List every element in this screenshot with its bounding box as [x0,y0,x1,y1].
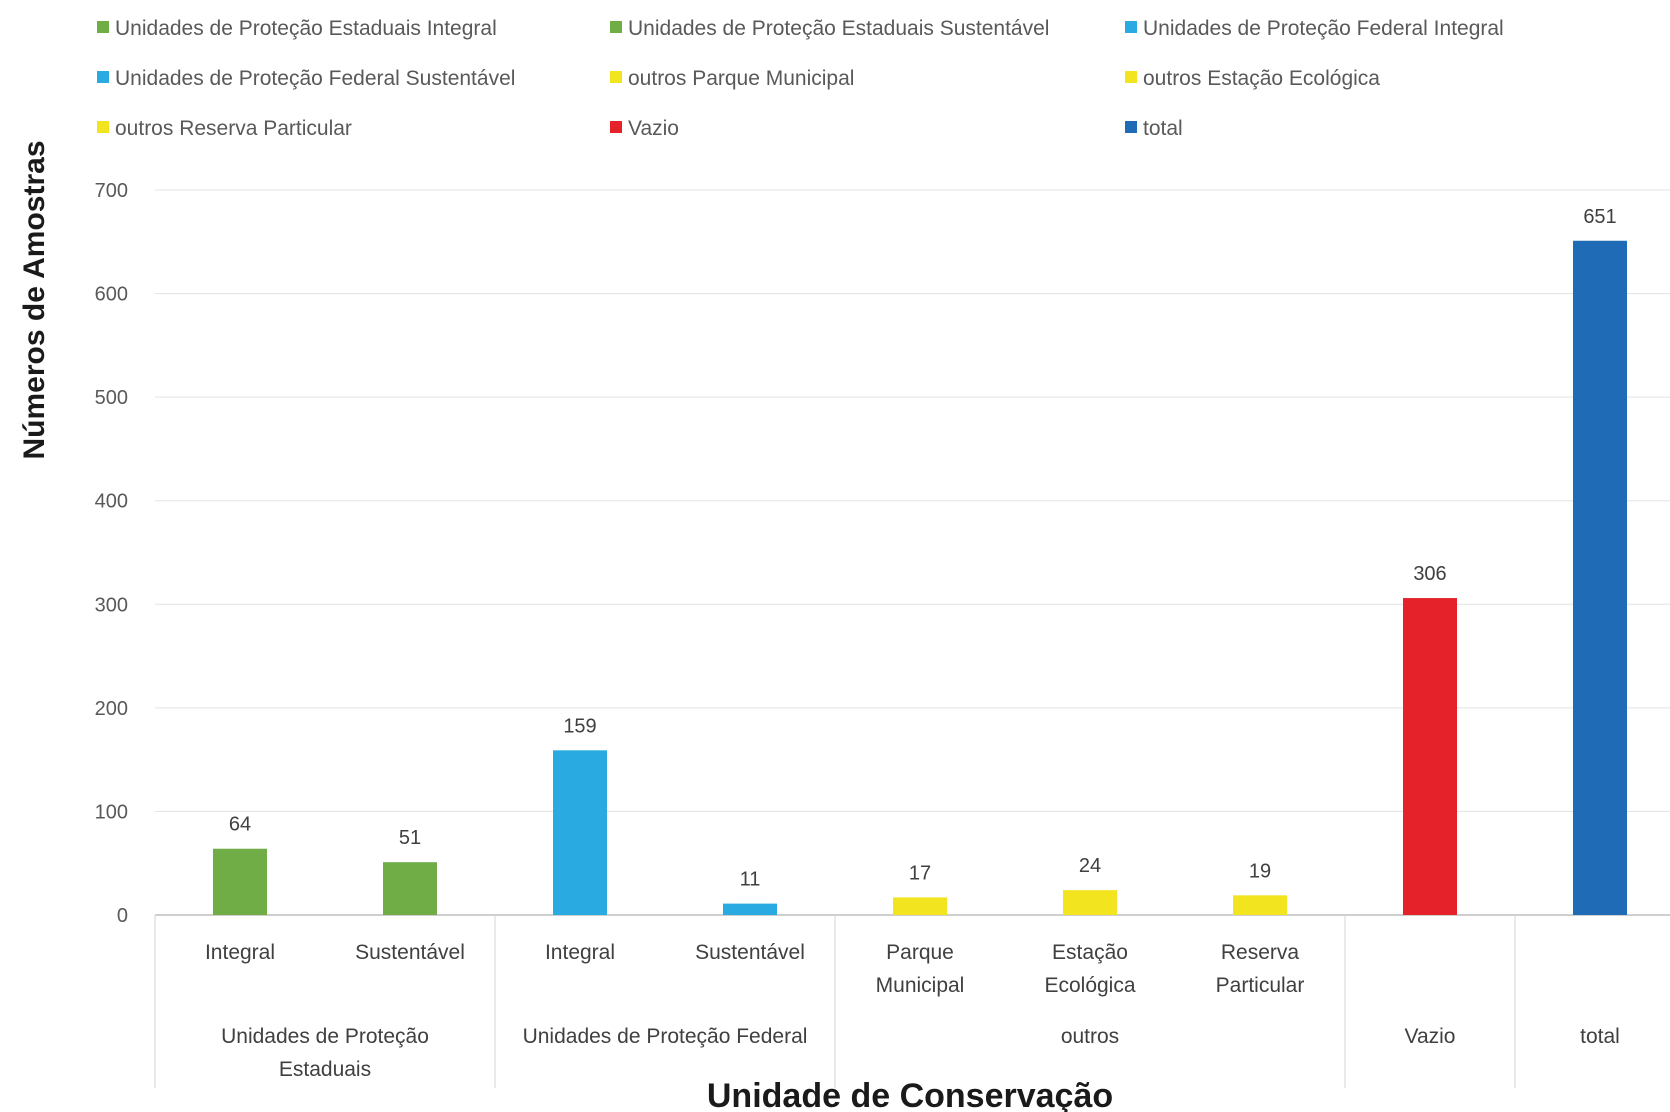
legend-label: outros Estação Ecológica [1143,67,1380,90]
x-category-label: Integral [545,941,615,964]
x-category-label: Particular [1216,974,1305,997]
y-tick-label: 0 [117,905,128,927]
bar [213,848,267,915]
x-group-label: Unidades de Proteção Federal [523,1025,808,1048]
y-tick-label: 600 [95,284,128,306]
data-label: 64 [229,814,251,836]
x-group-label: outros [1061,1025,1119,1048]
data-label: 19 [1249,860,1271,882]
y-tick-label: 100 [95,801,128,823]
bar [723,903,777,915]
x-group-label: total [1580,1025,1620,1048]
x-category-label: Reserva [1221,941,1300,964]
x-axis: Integral Sustentável Integral Sustentável Pa… [154,915,1620,1088]
legend-label: Vazio [628,117,679,140]
legend-swatch [1125,71,1137,83]
data-label: 17 [909,862,931,884]
bar [893,897,947,915]
legend-swatch [610,121,622,133]
legend-label: Unidades de Proteção Federal Sustentável [115,67,515,90]
y-tick-label: 500 [95,387,128,409]
legend-swatch [97,121,109,133]
data-labels: 64 51 159 11 17 24 19 306 651 [229,206,1617,891]
x-category-label: Sustentável [695,941,805,964]
bar [1403,598,1457,915]
chart-bars [213,240,1627,915]
data-label: 159 [563,715,596,737]
x-category-label: Ecológica [1044,974,1135,997]
y-tick-label: 300 [95,594,128,616]
data-label: 51 [399,827,421,849]
bar [553,750,607,915]
data-label: 306 [1413,563,1446,585]
data-label: 11 [740,869,761,891]
y-axis-ticks: 0 100 200 300 400 500 600 700 [95,180,128,927]
legend-label: total [1143,117,1183,140]
bar [1233,895,1287,915]
y-tick-label: 200 [95,698,128,720]
y-axis-title: Números de Amostras [18,141,51,460]
legend-label: Unidades de Proteção Federal Integral [1143,17,1504,40]
legend-swatch [610,71,622,83]
x-category-label: Parque [886,941,954,964]
y-tick-label: 400 [95,491,128,513]
y-tick-label: 700 [95,180,128,202]
legend-swatch [610,21,622,33]
bar [1573,240,1627,915]
bar [1063,890,1117,915]
legend-swatch [1125,121,1137,133]
legend-swatch [97,71,109,83]
x-category-label: Sustentável [355,941,465,964]
chart-legend: Unidades de Proteção Estaduais Integral U… [97,17,1504,140]
x-group-label: Estaduais [279,1058,371,1081]
legend-label: outros Parque Municipal [628,67,854,90]
legend-label: Unidades de Proteção Estaduais Sustentáv… [628,17,1049,40]
x-axis-title: Unidade de Conservação [707,1077,1113,1112]
data-label: 651 [1583,206,1616,228]
x-group-label: Unidades de Proteção [221,1025,429,1048]
x-category-label: Municipal [876,974,965,997]
legend-swatch [1125,21,1137,33]
legend-swatch [97,21,109,33]
legend-label: outros Reserva Particular [115,117,352,140]
legend-label: Unidades de Proteção Estaduais Integral [115,17,497,40]
x-category-label: Estação [1052,941,1128,964]
data-label: 24 [1079,855,1101,877]
bar [383,862,437,915]
x-category-label: Integral [205,941,275,964]
x-group-label: Vazio [1405,1025,1456,1048]
